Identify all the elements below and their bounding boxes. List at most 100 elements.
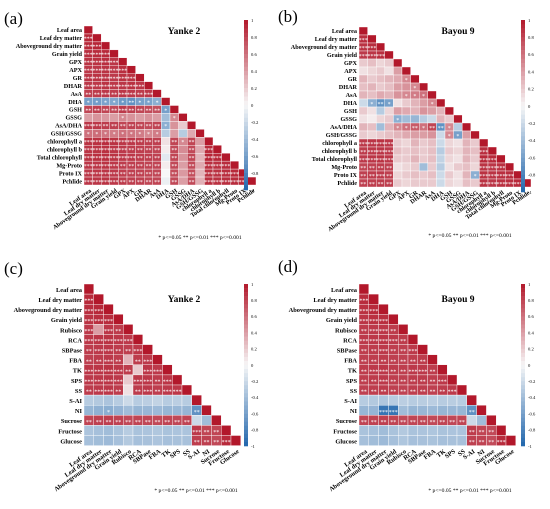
- heatmap-cell: [427, 170, 437, 180]
- colorbar-segment: [521, 106, 525, 111]
- heatmap-cell: [368, 435, 379, 446]
- colorbar-segment: [521, 144, 525, 150]
- colorbar-segment: [244, 177, 248, 182]
- colorbar-segment: [521, 110, 525, 115]
- heatmap-cell: [181, 425, 193, 436]
- heatmap-cell: [401, 98, 411, 108]
- heatmap-cell: [178, 160, 188, 170]
- colorbar-segment: [244, 401, 248, 406]
- heatmap-cell: [436, 178, 446, 188]
- significance-mark: **: [189, 140, 195, 146]
- colorbar-tick: -0.2: [528, 121, 536, 126]
- colorbar-segment: [521, 71, 525, 77]
- heatmap-cell: [152, 425, 163, 436]
- colorbar-tick: -0.2: [251, 120, 259, 125]
- heatmap-cell: [93, 394, 104, 406]
- colorbar-segment: [521, 369, 525, 374]
- heatmap-cell: [122, 374, 134, 386]
- heatmap-cell: [456, 435, 468, 446]
- significance-mark: ***: [369, 329, 378, 335]
- panel-title: Yanke 2: [168, 295, 201, 305]
- heatmap-cell: [142, 394, 153, 406]
- significance-mark: **: [135, 359, 141, 365]
- significance-mark: **: [146, 164, 152, 170]
- row-label: Leaf dry matter: [38, 297, 82, 304]
- significance-mark: **: [430, 369, 436, 375]
- heatmap-cell: [113, 435, 124, 446]
- heatmap-cell: [195, 145, 205, 154]
- heatmap-cell: [401, 82, 411, 92]
- row-label: AsA/DHA: [55, 123, 82, 130]
- heatmap-cell: [486, 415, 497, 426]
- heatmap-cell: [358, 283, 370, 295]
- colorbar-tick: 0.2: [528, 87, 534, 92]
- heatmap-cell: [178, 176, 188, 186]
- heatmap-cell: [398, 425, 409, 436]
- significance-mark: **: [430, 390, 436, 396]
- colorbar-segment: [244, 437, 248, 443]
- significance-mark: **: [381, 390, 387, 396]
- row-label: GPX: [69, 59, 83, 66]
- heatmap-cell: [195, 160, 205, 170]
- significance-mark: **: [154, 156, 160, 162]
- significance-mark: **: [115, 349, 121, 355]
- significance-mark: ***: [92, 140, 101, 146]
- heatmap-cell: [436, 170, 446, 180]
- significance-mark: **: [86, 420, 92, 426]
- significance-mark: ***: [204, 172, 213, 178]
- row-label: GSH: [69, 107, 82, 114]
- significance-mark: **: [469, 440, 475, 446]
- panel-title: Bayou 9: [442, 27, 475, 37]
- significance-mark: ***: [124, 339, 133, 345]
- colorbar-segment: [244, 300, 248, 305]
- heatmap-cell: [122, 384, 134, 396]
- row-label: Rubisco: [60, 327, 82, 334]
- column-label: NI: [476, 448, 486, 458]
- significance-mark: **: [96, 359, 102, 365]
- significance-mark: ***: [84, 69, 93, 75]
- panel-label: (a): [4, 9, 23, 28]
- heatmap-cell: [171, 405, 183, 416]
- heatmap-cell: [358, 405, 370, 416]
- significance-mark: ***: [92, 124, 101, 130]
- heatmap-cell: [470, 138, 480, 148]
- colorbar-segment: [521, 28, 525, 34]
- significance-mark: **: [96, 420, 102, 426]
- heatmap-cell: [220, 425, 232, 436]
- row-label: Proto IX: [59, 170, 83, 177]
- heatmap-cell: [466, 394, 477, 406]
- significance-mark: ***: [114, 379, 123, 385]
- significance-mark: ***: [379, 410, 388, 416]
- colorbar-segment: [244, 24, 248, 29]
- row-label: Rubisco: [335, 327, 357, 334]
- heatmap-cell: [393, 154, 403, 164]
- heatmap-cell: [447, 425, 458, 436]
- heatmap-cell: [453, 154, 463, 164]
- colorbar-tick: 0: [251, 363, 254, 368]
- colorbar-segment: [244, 160, 248, 165]
- significance-mark: ***: [479, 182, 488, 188]
- heatmap-cell: [169, 129, 179, 138]
- significance-mark: **: [430, 420, 436, 426]
- colorbar-segment: [244, 83, 248, 89]
- heatmap-cell: [132, 334, 144, 345]
- heatmap-cell: [419, 130, 429, 140]
- colorbar-segment: [521, 344, 525, 350]
- heatmap-cell: [410, 146, 420, 156]
- colorbar-tick: -0.8: [251, 171, 259, 176]
- significance-mark: ***: [84, 319, 93, 325]
- colorbar-segment: [521, 296, 525, 301]
- heatmap-cell: [470, 178, 480, 188]
- heatmap-cell: [178, 168, 188, 178]
- significance-mark: ***: [118, 156, 127, 162]
- heatmap-cell: [93, 435, 104, 446]
- colorbar-segment: [244, 75, 248, 80]
- colorbar-segment: [244, 360, 248, 366]
- row-label: GSSG: [340, 116, 357, 123]
- colorbar-segment: [244, 20, 248, 25]
- significance-mark: ***: [127, 92, 136, 98]
- significance-mark: ***: [479, 158, 488, 164]
- heatmap-cell: [358, 58, 368, 68]
- significance-mark: ***: [488, 166, 497, 172]
- colorbar-tick: 0: [251, 103, 254, 108]
